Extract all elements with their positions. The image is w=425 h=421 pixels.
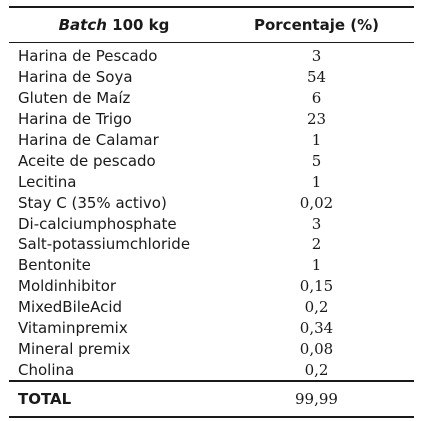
ingredient-value: 1	[311, 256, 322, 275]
top-rule	[9, 6, 414, 8]
total-label: TOTAL	[18, 390, 72, 409]
table-row: Aceite de pescado 5	[9, 150, 414, 171]
table-row: Bentonite 1	[9, 255, 414, 276]
ingredient-name: Moldinhibitor	[18, 277, 117, 296]
ingredient-name: Harina de Trigo	[18, 110, 132, 129]
header-batch: Batch 100 kg	[9, 16, 219, 34]
ingredient-name: Lecitina	[18, 172, 77, 191]
ingredient-name: Harina de Soya	[18, 68, 133, 87]
ingredient-name: MixedBileAcid	[18, 298, 123, 317]
ingredient-value: 54	[306, 68, 327, 87]
table-row: Salt-potassiumchloride 2	[9, 234, 414, 255]
header-percentage: Porcentaje (%)	[253, 16, 379, 34]
table-row: Moldinhibitor 0,15	[9, 276, 414, 297]
table-body: Harina de Pescado 3 Harina de Soya 54 Glut…	[9, 43, 414, 380]
table-row: Harina de Pescado 3	[9, 46, 414, 67]
ingredient-value: 3	[311, 214, 322, 233]
ingredient-value: 1	[311, 131, 322, 149]
ingredient-name: Aceite de pescado	[18, 151, 156, 170]
table-row: Cholina 0,2	[9, 359, 414, 380]
ingredient-name: Di-calciumphosphate	[18, 214, 177, 233]
table-row: Harina de Soya 54	[9, 67, 414, 88]
ingredient-value: 1	[311, 172, 322, 191]
ingredient-name: Gluten de Maíz	[18, 89, 131, 108]
ingredient-name: Bentonite	[18, 256, 91, 275]
ingredient-name: Harina de Calamar	[18, 131, 159, 149]
ingredient-name: Cholina	[18, 360, 75, 379]
table-row: Stay C (35% activo) 0,02	[9, 192, 414, 213]
ingredient-value: 6	[311, 89, 322, 108]
ingredient-value: 3	[311, 47, 322, 66]
total-value: 99,99	[295, 390, 338, 409]
ingredient-value: 0,34	[299, 319, 334, 338]
table-row: MixedBileAcid 0,2	[9, 297, 414, 318]
table-row: Harina de Trigo 23	[9, 109, 414, 130]
ingredient-name: Harina de Pescado	[18, 47, 158, 66]
total-row: TOTAL 99,99	[9, 382, 414, 416]
total-top-rule	[9, 380, 414, 383]
header-batch-word: Batch	[58, 16, 107, 34]
table-row: Lecitina 1	[9, 171, 414, 192]
ingredient-name: Stay C (35% activo)	[18, 193, 167, 212]
ingredient-name: Salt-potassiumchloride	[18, 235, 191, 254]
header-batch-rest: 100 kg	[106, 16, 170, 34]
ingredient-value: 5	[311, 151, 322, 170]
ingredient-value: 0,15	[299, 277, 334, 296]
ingredient-value: 0,08	[299, 339, 334, 358]
ingredient-name: Vitaminpremix	[18, 319, 128, 338]
table-row: Mineral premix 0,08	[9, 338, 414, 359]
header-rule	[9, 42, 414, 43]
ingredient-value: 23	[306, 110, 327, 129]
ingredients-table: Batch 100 kg Porcentaje (%) Harina de Pe…	[9, 6, 414, 419]
ingredient-name: Mineral premix	[18, 339, 131, 358]
ingredient-value: 0,2	[304, 298, 329, 317]
table-row: Gluten de Maíz 6	[9, 88, 414, 109]
ingredient-value: 0,2	[304, 360, 329, 379]
table-row: Vitaminpremix 0,34	[9, 318, 414, 339]
bottom-rule	[9, 416, 414, 419]
table-header: Batch 100 kg Porcentaje (%)	[9, 8, 414, 42]
ingredient-value: 2	[311, 235, 322, 254]
ingredient-value: 0,02	[299, 193, 334, 212]
table-row: Harina de Calamar 1	[9, 130, 414, 151]
table-row: Di-calciumphosphate 3	[9, 213, 414, 234]
